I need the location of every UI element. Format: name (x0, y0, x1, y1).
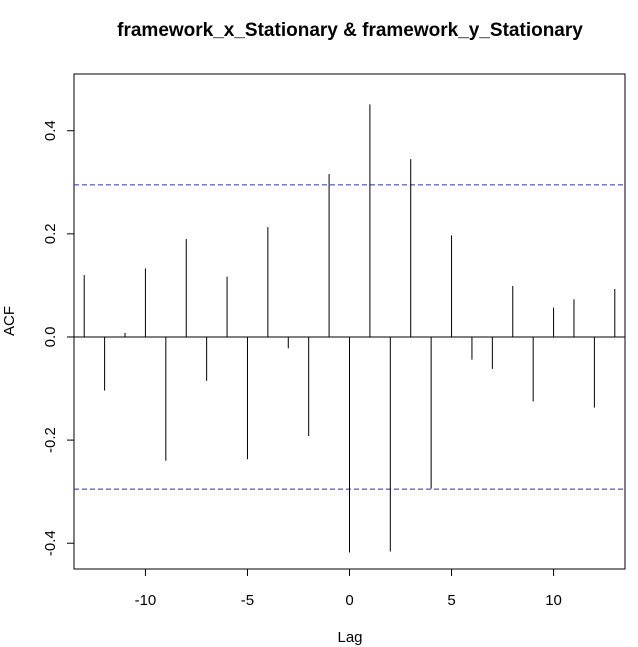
x-tick-label: 10 (545, 592, 562, 609)
y-tick-label: 0.0 (42, 327, 59, 348)
acf-bars (83, 104, 616, 553)
y-tick-label: 0.4 (42, 120, 59, 141)
x-tick-label: 5 (447, 592, 455, 609)
x-axis: -10 -5 0 5 10 (135, 569, 562, 609)
x-axis-label: Lag (337, 629, 362, 646)
x-tick-label: -10 (135, 592, 157, 609)
y-tick-label: -0.2 (42, 427, 59, 453)
y-axis: -0.4 -0.2 0.0 0.2 0.4 (42, 120, 74, 556)
y-axis-label: ACF (1, 306, 18, 336)
x-tick-label: -5 (241, 592, 254, 609)
y-tick-label: -0.4 (42, 530, 59, 556)
y-tick-label: 0.2 (42, 223, 59, 244)
x-tick-label: 0 (345, 592, 353, 609)
chart-title: framework_x_Stationary & framework_y_Sta… (117, 20, 583, 41)
